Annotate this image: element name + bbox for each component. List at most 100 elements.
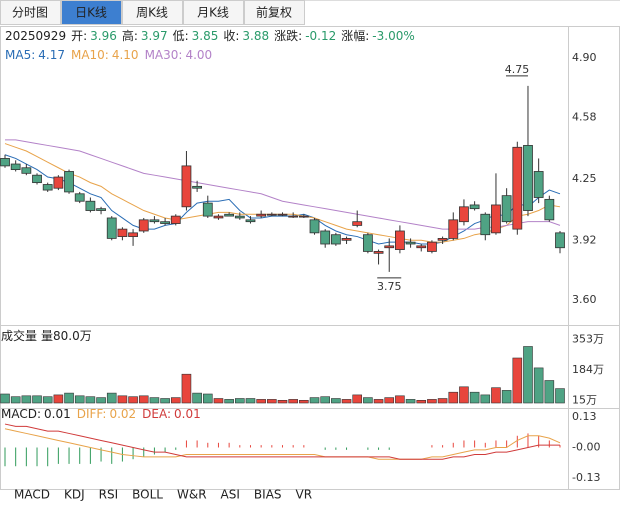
candle-body <box>160 221 170 224</box>
volume-bar <box>437 398 448 404</box>
candle-body <box>288 215 299 218</box>
candle-body <box>266 213 277 216</box>
volume-bar <box>555 388 565 404</box>
volume-bar <box>128 396 138 404</box>
candle-body <box>544 198 555 221</box>
high-annotation: 4.75 <box>505 63 530 76</box>
candle-body <box>320 230 331 245</box>
candle-body <box>224 213 235 217</box>
candle-body <box>512 146 523 230</box>
volume-bar <box>384 397 395 404</box>
volume-bar <box>309 397 320 404</box>
volume-bar <box>256 399 266 404</box>
tab[interactable] <box>244 0 305 25</box>
volume-bar <box>277 399 288 404</box>
volume-value: 量80.0万 <box>41 329 92 343</box>
candle-body <box>32 174 42 184</box>
legend-value: 4.10 <box>112 48 139 62</box>
candle-body <box>42 184 53 191</box>
volume-bar <box>32 395 42 404</box>
volume-bar <box>117 395 128 404</box>
volume-bar <box>181 373 192 404</box>
candle-body <box>437 238 448 241</box>
candle-body <box>21 167 32 174</box>
indicator-tab[interactable]: RSI <box>99 488 119 502</box>
legend-name: MACD: <box>1 407 41 421</box>
tab-label[interactable]: 周K线 <box>136 6 168 20</box>
legend-name: MA10: <box>71 48 109 62</box>
candle-body <box>0 158 10 167</box>
y-tick-label: 0.13 <box>572 410 597 423</box>
y-tick-label: 3.60 <box>572 293 597 306</box>
candle-body <box>234 215 245 219</box>
macd-line <box>4 423 560 460</box>
candle-body <box>85 200 96 211</box>
volume-bar <box>544 380 555 404</box>
y-tick-label: 3.92 <box>572 233 597 246</box>
candle-body <box>181 165 192 208</box>
tab[interactable] <box>183 0 244 25</box>
volume-bar <box>405 399 416 404</box>
legend-name: MA30: <box>145 48 183 62</box>
candle-body <box>192 185 203 189</box>
info-label: 涨幅: <box>341 28 369 43</box>
volume-name: 成交量 <box>1 328 37 343</box>
info-label: 低: <box>173 29 189 43</box>
tab-label[interactable]: 月K线 <box>197 6 229 20</box>
volume-bar <box>288 399 298 404</box>
indicator-tab[interactable]: ASI <box>221 488 240 502</box>
volume-bar <box>170 397 181 404</box>
candle-body <box>501 195 512 223</box>
y-tick-label: 15万 <box>572 393 597 406</box>
ma-line <box>5 139 561 230</box>
volume-bar <box>523 346 533 404</box>
ma-legend: MA5: 4.17 MA10: 4.10 MA30: 4.00 <box>5 48 212 62</box>
volume-bar <box>533 367 544 404</box>
volume-bar <box>10 396 21 404</box>
tab[interactable] <box>61 0 122 25</box>
tab-label[interactable]: 分时图 <box>12 6 48 20</box>
volume-bar <box>341 399 352 404</box>
info-value: 3.85 <box>192 29 219 43</box>
candle-body <box>96 208 106 211</box>
volume-bar <box>64 392 74 404</box>
candle-body <box>53 176 64 189</box>
tab[interactable] <box>0 0 61 25</box>
indicator-tab[interactable]: W&R <box>177 488 207 502</box>
low-annotation: 3.75 <box>377 280 402 293</box>
volume-bar <box>352 394 363 404</box>
indicator-tab[interactable]: MACD <box>14 488 50 502</box>
tab-label[interactable]: 前复权 <box>256 5 292 20</box>
info-date: 20250929 <box>5 29 66 43</box>
tab-label[interactable]: 日K线 <box>75 6 107 20</box>
indicator-tab[interactable]: VR <box>296 488 313 502</box>
candle-body <box>298 215 309 218</box>
candle-body <box>416 245 427 249</box>
candle-body <box>309 219 320 234</box>
info-label: 高: <box>122 28 138 43</box>
candle-body <box>256 213 267 217</box>
volume-bar <box>299 399 309 404</box>
candle-body <box>10 163 21 171</box>
indicator-tab[interactable]: BOLL <box>132 488 163 502</box>
info-value: 3.97 <box>141 29 168 43</box>
tab[interactable] <box>122 0 183 25</box>
y-tick-label: 4.90 <box>572 51 597 64</box>
info-label: 开: <box>71 29 87 43</box>
candle-body <box>245 219 256 223</box>
volume-bar <box>42 396 53 404</box>
indicator-tab[interactable]: BIAS <box>254 488 282 502</box>
volume-bar <box>138 395 149 404</box>
volume-bar <box>448 391 459 404</box>
legend-name: DEA: <box>142 407 171 421</box>
volume-bar <box>331 398 341 404</box>
candle-body <box>480 213 491 236</box>
volume-bar <box>416 399 427 404</box>
candle-body <box>202 202 213 217</box>
info-line: 20250929 开: 3.96 高: 3.97 低: 3.85 收: 3.88 涨跌: -0.12… <box>5 28 415 43</box>
candle-body <box>74 193 85 202</box>
legend-value: 0.01 <box>44 407 71 421</box>
indicator-tab[interactable]: KDJ <box>64 488 85 502</box>
volume-bar <box>74 395 85 404</box>
